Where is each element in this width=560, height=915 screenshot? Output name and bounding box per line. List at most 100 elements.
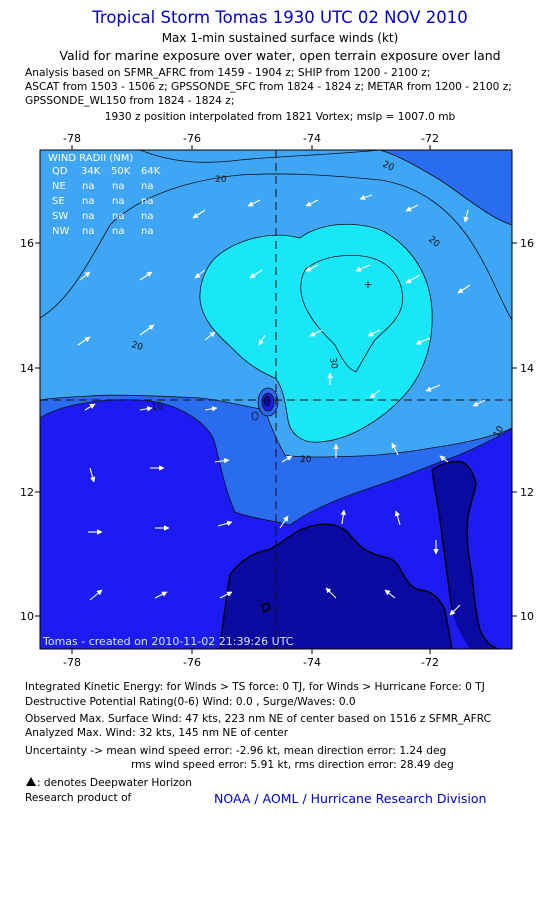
cell: na — [112, 226, 124, 237]
header-cell: 34K — [81, 166, 101, 177]
wind-radii-table: WIND RADII (NM) QD 34K 50K 64K NE na na … — [48, 153, 161, 237]
wind-vector-arrow — [457, 284, 471, 294]
lat-tick-label: 10 — [20, 610, 34, 623]
wind-vector-arrow — [325, 587, 337, 599]
wind-vector-arrow — [79, 271, 91, 281]
analysis-line-2: ASCAT from 1503 - 1506 z; GPSSONDE_SFC f… — [25, 81, 512, 93]
contour-lines — [40, 150, 512, 526]
storm-center — [251, 387, 279, 421]
wind-vector-arrow — [359, 194, 373, 201]
header-cell: 50K — [111, 166, 131, 177]
analysis-line-3: GPSSONDE_WL150 from 1824 - 1824 z; — [25, 95, 235, 107]
wind-vector-arrow — [204, 406, 218, 412]
wind-vector-arrow — [367, 329, 381, 337]
wind-vector-arrow — [214, 457, 230, 464]
analysis-sources: Analysis based on SFMR_AFRC from 1459 - … — [25, 66, 512, 108]
research-label: Research product of — [25, 792, 132, 804]
wind-vector-arrow — [463, 209, 469, 223]
lon-tick-label: -72 — [421, 132, 439, 145]
cell: na — [82, 226, 94, 237]
wind-vector-arrow — [472, 399, 486, 407]
wind-vector-arrow — [439, 455, 449, 463]
wind-vector-arrow — [449, 604, 461, 616]
wind-field: + — [40, 150, 512, 649]
cell: na — [112, 181, 124, 192]
analyzed-max-line: Analyzed Max. Wind: 32 kts, 145 nm NE of… — [25, 727, 289, 739]
wind-vector-arrow — [217, 520, 233, 527]
land-hispaniola — [220, 524, 452, 649]
map-frame — [39, 149, 513, 650]
cell: na — [141, 211, 153, 222]
wind-vectors — [77, 194, 486, 616]
contour-label-group: 20 20 20 20 20 30 10 10 — [130, 160, 506, 465]
oil-platform-icon — [26, 777, 36, 786]
wind-vector-arrow — [139, 406, 153, 412]
contour-label: 20 — [300, 455, 312, 465]
contour-label: 20 — [215, 175, 227, 185]
land-islet — [286, 568, 289, 571]
lat-tick-label: 14 — [20, 362, 34, 375]
wind-vector-arrow — [309, 329, 323, 337]
wind-vector-arrow — [340, 509, 347, 525]
coastlines — [219, 460, 499, 649]
wind-vector-arrow — [139, 324, 155, 336]
cell: na — [112, 196, 124, 207]
validity-note: Valid for marine exposure over water, op… — [59, 48, 501, 63]
uncertainty-line-1: Uncertainty -> mean wind speed error: -2… — [25, 745, 447, 757]
lon-tick-label: -76 — [183, 132, 201, 145]
lat-tick-label: 14 — [520, 362, 534, 375]
cell: na — [112, 211, 124, 222]
wind-vector-arrow — [84, 403, 96, 411]
deepwater-text: : denotes Deepwater Horizon — [37, 777, 192, 789]
wind-radii-row: SE na na na — [52, 196, 153, 207]
uncertainty-line-2: rms wind speed error: 5.91 kt, rms direc… — [131, 759, 454, 771]
observed-max-line: Observed Max. Surface Wind: 47 kts, 223 … — [25, 713, 492, 725]
contour-label: 30 — [327, 357, 339, 370]
cell: na — [82, 181, 94, 192]
lon-tick-label: -78 — [63, 656, 81, 669]
cell: NW — [52, 226, 69, 237]
wind-vector-arrow — [281, 455, 293, 463]
chart-subtitle: Max 1-min sustained surface winds (kt) — [161, 31, 399, 45]
wind-vector-arrow — [305, 199, 319, 207]
wind-radii-header: QD 34K 50K 64K — [52, 166, 161, 177]
lon-tick-label: -74 — [303, 132, 321, 145]
wind-vector-arrow — [405, 274, 421, 284]
header-cell: QD — [52, 166, 68, 177]
wind-vector-arrow — [139, 271, 153, 281]
header-cell: 64K — [141, 166, 161, 177]
contour-label: 20 — [130, 340, 144, 353]
position-note: 1930 z position interpolated from 1821 V… — [104, 111, 456, 123]
cell: na — [82, 211, 94, 222]
ike-line: Integrated Kinetic Energy: for Winds > T… — [25, 681, 485, 693]
wind-vector-arrow — [194, 269, 206, 279]
wind-vector-arrow — [405, 204, 419, 212]
wind-radii-row: NW na na na — [52, 226, 153, 237]
wind-band-max — [300, 255, 403, 372]
wind-radii-title: WIND RADII (NM) — [48, 153, 133, 164]
cell: SE — [52, 196, 65, 207]
noaa-link[interactable]: NOAA / AOML / Hurricane Research Divisio… — [214, 791, 487, 806]
wind-vector-arrow — [77, 336, 91, 346]
contour-label: 20 — [381, 160, 396, 174]
wind-vector-arrow — [258, 334, 266, 346]
lat-tick-label: 12 — [520, 486, 534, 499]
cell: SW — [52, 211, 68, 222]
analysis-line-1: Analysis based on SFMR_AFRC from 1459 - … — [25, 67, 431, 79]
wind-radii-row: NE na na na — [52, 181, 153, 192]
wind-vector-arrow — [384, 589, 396, 599]
wind-vector-arrow — [249, 269, 263, 279]
wind-vector-arrow — [89, 467, 96, 483]
longitude-labels: -78 -76 -74 -72 -78 -76 -74 -72 — [63, 132, 439, 669]
wind-vector-arrow — [369, 389, 381, 399]
map-credit: Tomas - created on 2010-11-02 21:39:26 U… — [42, 635, 294, 648]
wind-vector-arrow — [279, 515, 289, 529]
cell: na — [141, 181, 153, 192]
wind-vector-arrow — [247, 199, 261, 207]
lon-tick-label: -74 — [303, 656, 321, 669]
lat-tick-label: 16 — [20, 237, 34, 250]
cell: na — [141, 196, 153, 207]
wind-vector-arrow — [219, 591, 233, 599]
deepwater-note: : denotes Deepwater Horizon — [25, 776, 192, 789]
